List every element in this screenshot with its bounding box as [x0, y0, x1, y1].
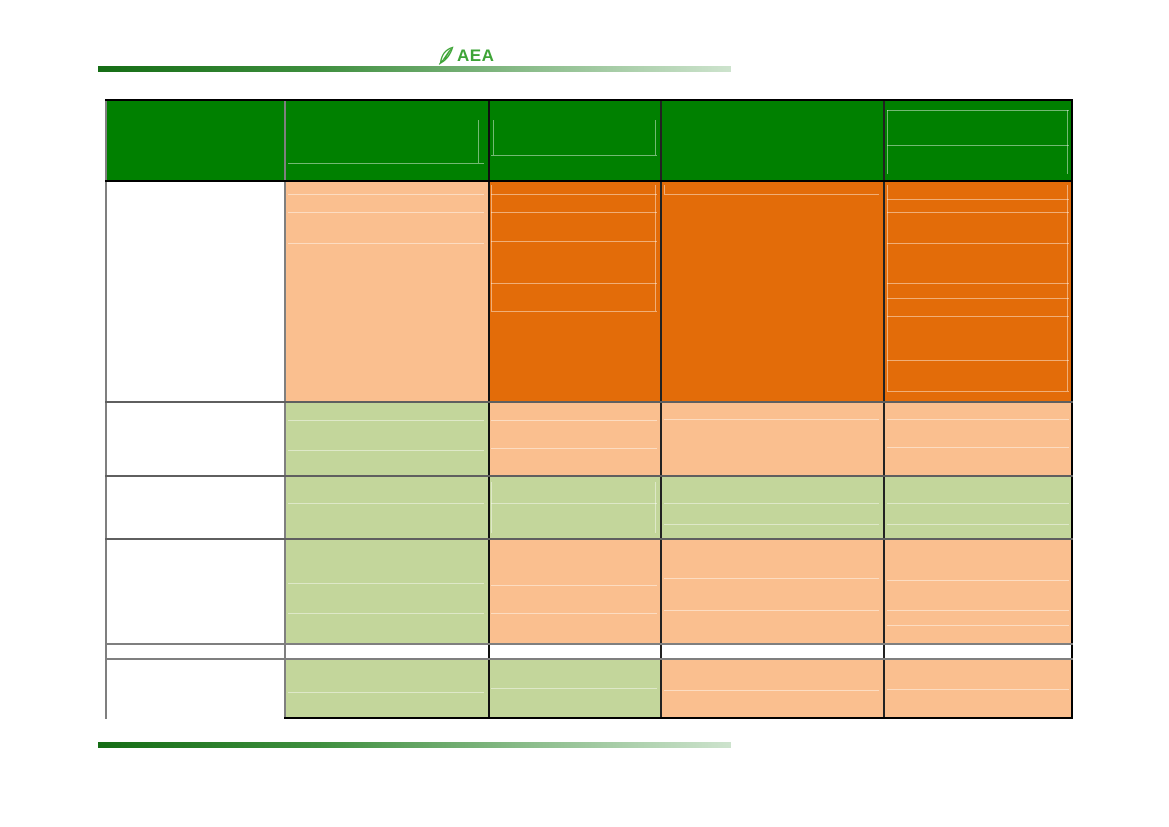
cell-header-c5: [883, 99, 1073, 181]
cell-r2-c3: [488, 402, 660, 476]
cell-sep-c3: [488, 644, 660, 659]
row-separator-5: [105, 658, 1073, 660]
table-row-sep: [105, 644, 1073, 659]
table-row-r3: [105, 476, 1073, 539]
table-row-r5: [105, 659, 1073, 719]
cell-r2-c1: [105, 402, 284, 476]
cell-r1-c5: [883, 181, 1073, 402]
cell-r1-c4: [660, 181, 883, 402]
cell-r4-c4: [660, 539, 883, 644]
cell-r4-c1: [105, 539, 284, 644]
row-separator-2: [105, 475, 1073, 477]
table-border-top: [105, 99, 1073, 101]
cell-r4-c3: [488, 539, 660, 644]
logo-text: AEA: [457, 46, 495, 65]
table-border-right: [1071, 99, 1073, 719]
cell-r3-c3: [488, 476, 660, 539]
cell-r3-c1: [105, 476, 284, 539]
cell-r1-c2: [284, 181, 488, 402]
cell-sep-c5: [883, 644, 1073, 659]
cell-r2-c4: [660, 402, 883, 476]
row-separator-3: [105, 538, 1073, 540]
table-body: [105, 99, 1073, 719]
cell-header-c2: [284, 99, 488, 181]
cell-header-c3: [488, 99, 660, 181]
cell-r5-c3: [488, 659, 660, 719]
cell-r1-c3: [488, 181, 660, 402]
cell-r2-c5: [883, 402, 1073, 476]
table-row-r1: [105, 181, 1073, 402]
cell-r1-c1: [105, 181, 284, 402]
column-separator-2: [488, 99, 490, 719]
cell-r3-c2: [284, 476, 488, 539]
cell-header-c4: [660, 99, 883, 181]
cell-sep-c1: [105, 644, 284, 659]
header-bottom-border: [105, 180, 1073, 182]
row-separator-4: [105, 643, 1073, 645]
assessment-table: [105, 99, 1073, 719]
cell-header-c1: [105, 99, 284, 181]
cell-r2-c2: [284, 402, 488, 476]
cell-r3-c5: [883, 476, 1073, 539]
column-separator-1: [284, 99, 286, 719]
footer-divider-bar: [98, 742, 731, 748]
aea-logo: AEA: [437, 45, 494, 66]
table-border-bottom: [284, 717, 1073, 719]
header-divider-bar: [98, 66, 731, 72]
table-row-r2: [105, 402, 1073, 476]
cell-sep-c4: [660, 644, 883, 659]
cell-sep-c2: [284, 644, 488, 659]
cell-r5-c1: [105, 659, 284, 719]
cell-r4-c5: [883, 539, 1073, 644]
cell-r3-c4: [660, 476, 883, 539]
table-row-r4: [105, 539, 1073, 644]
leaf-icon: [438, 46, 454, 65]
row-separator-1: [105, 401, 1073, 403]
table-row-header: [105, 99, 1073, 181]
cell-r5-c2: [284, 659, 488, 719]
cell-r4-c2: [284, 539, 488, 644]
cell-r5-c4: [660, 659, 883, 719]
column-separator-4: [883, 99, 885, 719]
cell-r5-c5: [883, 659, 1073, 719]
column-separator-3: [660, 99, 662, 719]
table-border-left: [105, 99, 107, 719]
